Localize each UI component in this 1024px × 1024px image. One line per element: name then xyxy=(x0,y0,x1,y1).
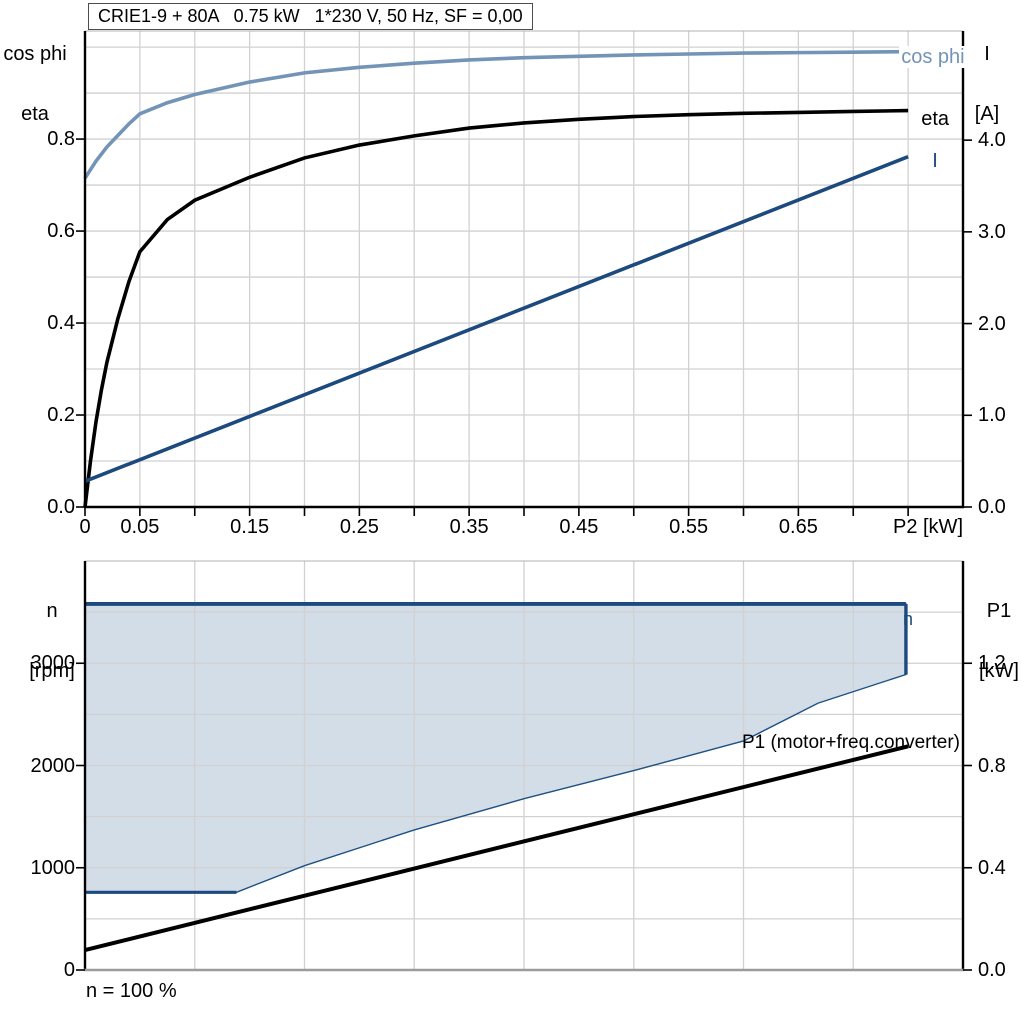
series-curve-0-0 xyxy=(83,49,909,180)
series-curve-0-2 xyxy=(84,154,909,483)
speed-envelope-area xyxy=(85,603,906,893)
series-curve-1-0 xyxy=(84,744,909,953)
series-curve-0-1 xyxy=(83,108,909,508)
